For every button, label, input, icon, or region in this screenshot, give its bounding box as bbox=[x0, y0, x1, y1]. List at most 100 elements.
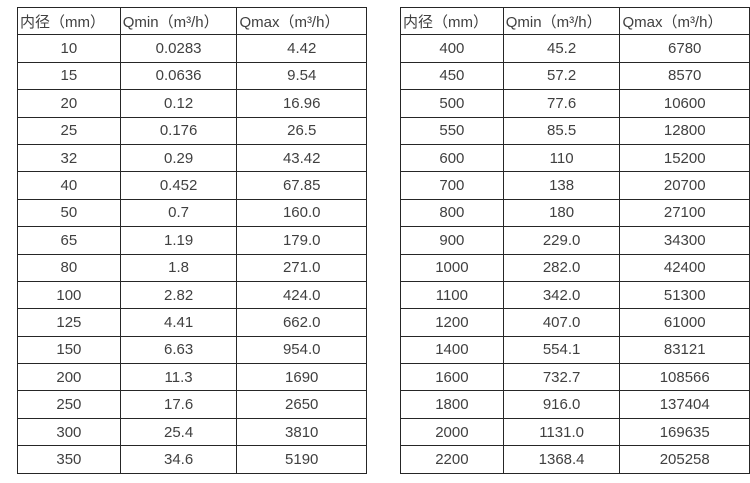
table-cell: 27100 bbox=[619, 198, 750, 228]
table-cell: 85.5 bbox=[502, 116, 621, 145]
table-cell: 282.0 bbox=[502, 253, 621, 282]
header-row: 内径（mm） Qmin（m³/h） Qmax（m³/h） bbox=[400, 6, 750, 36]
table-cell: 200 bbox=[17, 363, 121, 392]
table-cell: 1600 bbox=[400, 363, 504, 392]
table-cell: 6.63 bbox=[119, 335, 238, 365]
flow-table-large-diameters: 内径（mm） Qmin（m³/h） Qmax（m³/h） 400 45.2 6780 450… bbox=[400, 6, 750, 474]
table-row: 350 34.6 5190 bbox=[17, 445, 367, 474]
table-cell: 15200 bbox=[619, 143, 750, 173]
table-row: 400 45.2 6780 bbox=[400, 34, 750, 63]
table-cell: 0.29 bbox=[119, 143, 238, 173]
table-cell: 40 bbox=[17, 171, 121, 200]
table-cell: 3810 bbox=[236, 417, 367, 447]
table-row: 2000 1131.0 169635 bbox=[400, 417, 750, 447]
table-cell: 4.42 bbox=[236, 34, 367, 63]
table-cell: 5190 bbox=[236, 445, 367, 474]
table-cell: 732.7 bbox=[502, 363, 621, 392]
table-cell: 20700 bbox=[619, 171, 750, 200]
table-cell: 51300 bbox=[619, 280, 750, 310]
table-cell: 150 bbox=[17, 335, 121, 365]
column-header: 内径（mm） bbox=[17, 6, 121, 36]
table-cell: 554.1 bbox=[502, 335, 621, 365]
table-cell: 342.0 bbox=[502, 280, 621, 310]
table-cell: 108566 bbox=[619, 363, 750, 392]
table-row: 100 2.82 424.0 bbox=[17, 280, 367, 310]
table-cell: 6780 bbox=[619, 34, 750, 63]
table-cell: 500 bbox=[400, 89, 504, 118]
table-row: 50 0.7 160.0 bbox=[17, 198, 367, 228]
table-cell: 550 bbox=[400, 116, 504, 145]
table-cell: 700 bbox=[400, 171, 504, 200]
table-cell: 1100 bbox=[400, 280, 504, 310]
table-cell: 2200 bbox=[400, 445, 504, 474]
table-row: 1400 554.1 83121 bbox=[400, 335, 750, 365]
table-cell: 50 bbox=[17, 198, 121, 228]
table-row: 800 180 27100 bbox=[400, 198, 750, 228]
table-cell: 9.54 bbox=[236, 61, 367, 91]
table-cell: 350 bbox=[17, 445, 121, 474]
table-cell: 15 bbox=[17, 61, 121, 91]
table-row: 125 4.41 662.0 bbox=[17, 308, 367, 337]
table-cell: 45.2 bbox=[502, 34, 621, 63]
table-cell: 600 bbox=[400, 143, 504, 173]
table-cell: 4.41 bbox=[119, 308, 238, 337]
table-row: 20 0.12 16.96 bbox=[17, 89, 367, 118]
table-cell: 34300 bbox=[619, 226, 750, 255]
table-cell: 100 bbox=[17, 280, 121, 310]
table-cell: 34.6 bbox=[119, 445, 238, 474]
table-cell: 10 bbox=[17, 34, 121, 63]
table-row: 15 0.0636 9.54 bbox=[17, 61, 367, 91]
table-cell: 10600 bbox=[619, 89, 750, 118]
table-row: 40 0.452 67.85 bbox=[17, 171, 367, 200]
table-cell: 169635 bbox=[619, 417, 750, 447]
table-cell: 1800 bbox=[400, 390, 504, 419]
table-cell: 0.0283 bbox=[119, 34, 238, 63]
table-cell: 138 bbox=[502, 171, 621, 200]
table-row: 80 1.8 271.0 bbox=[17, 253, 367, 282]
table-row: 32 0.29 43.42 bbox=[17, 143, 367, 173]
table-cell: 205258 bbox=[619, 445, 750, 474]
table-cell: 1200 bbox=[400, 308, 504, 337]
table-row: 150 6.63 954.0 bbox=[17, 335, 367, 365]
table-cell: 17.6 bbox=[119, 390, 238, 419]
table-cell: 424.0 bbox=[236, 280, 367, 310]
table-row: 25 0.176 26.5 bbox=[17, 116, 367, 145]
table-cell: 271.0 bbox=[236, 253, 367, 282]
table-cell: 0.0636 bbox=[119, 61, 238, 91]
table-cell: 954.0 bbox=[236, 335, 367, 365]
table-cell: 0.452 bbox=[119, 171, 238, 200]
table-cell: 229.0 bbox=[502, 226, 621, 255]
table-cell: 25.4 bbox=[119, 417, 238, 447]
table-cell: 1690 bbox=[236, 363, 367, 392]
table-cell: 61000 bbox=[619, 308, 750, 337]
table-cell: 16.96 bbox=[236, 89, 367, 118]
table-row: 1800 916.0 137404 bbox=[400, 390, 750, 419]
table-cell: 800 bbox=[400, 198, 504, 228]
table-cell: 1000 bbox=[400, 253, 504, 282]
table-row: 500 77.6 10600 bbox=[400, 89, 750, 118]
table-cell: 110 bbox=[502, 143, 621, 173]
table-cell: 1.19 bbox=[119, 226, 238, 255]
table-cell: 11.3 bbox=[119, 363, 238, 392]
table-cell: 42400 bbox=[619, 253, 750, 282]
table-row: 300 25.4 3810 bbox=[17, 417, 367, 447]
table-cell: 137404 bbox=[619, 390, 750, 419]
table-row: 1600 732.7 108566 bbox=[400, 363, 750, 392]
table-cell: 0.12 bbox=[119, 89, 238, 118]
table-cell: 2.82 bbox=[119, 280, 238, 310]
table-cell: 8570 bbox=[619, 61, 750, 91]
table-cell: 2650 bbox=[236, 390, 367, 419]
flow-table-small-diameters: 内径（mm） Qmin（m³/h） Qmax（m³/h） 10 0.0283 4.42 15… bbox=[17, 6, 367, 474]
header-row: 内径（mm） Qmin（m³/h） Qmax（m³/h） bbox=[17, 6, 367, 36]
table-cell: 1368.4 bbox=[502, 445, 621, 474]
table-row: 900 229.0 34300 bbox=[400, 226, 750, 255]
table-row: 450 57.2 8570 bbox=[400, 61, 750, 91]
table-row: 1000 282.0 42400 bbox=[400, 253, 750, 282]
table-row: 65 1.19 179.0 bbox=[17, 226, 367, 255]
table-cell: 0.7 bbox=[119, 198, 238, 228]
table-cell: 57.2 bbox=[502, 61, 621, 91]
table-row: 250 17.6 2650 bbox=[17, 390, 367, 419]
table-cell: 250 bbox=[17, 390, 121, 419]
column-header: Qmax（m³/h） bbox=[619, 6, 750, 36]
table-row: 1100 342.0 51300 bbox=[400, 280, 750, 310]
